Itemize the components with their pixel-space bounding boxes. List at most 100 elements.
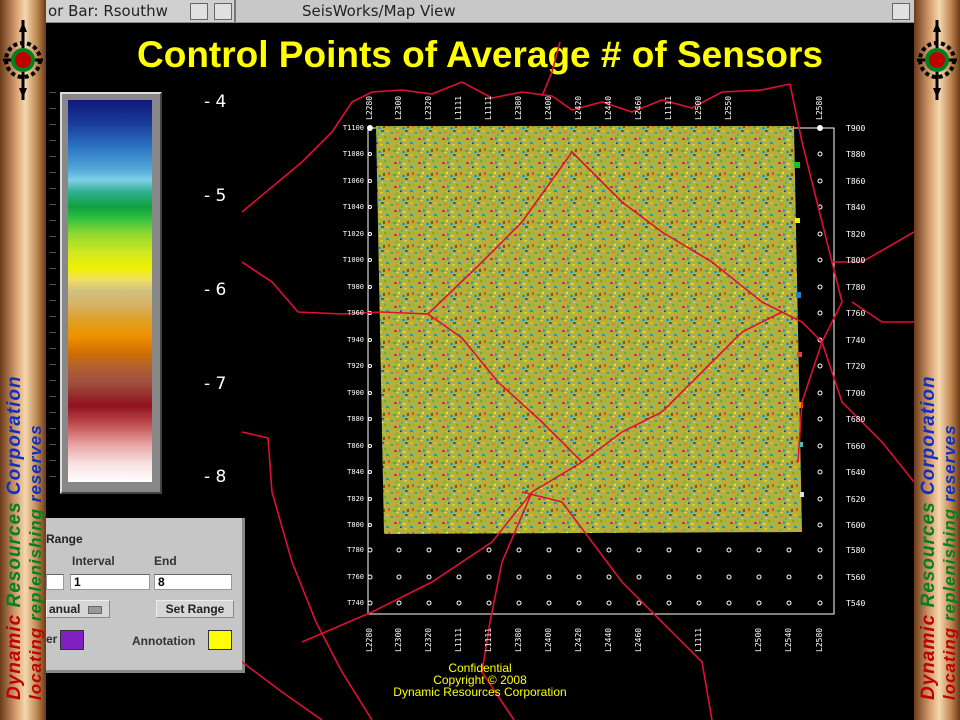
left-trace-label: T980	[347, 283, 364, 291]
top-line-label: L2550	[724, 96, 733, 120]
bottom-line-label: L2280	[365, 628, 374, 652]
top-line-label: L2380	[514, 96, 523, 120]
bottom-line-label: L2320	[424, 628, 433, 652]
interval-field[interactable]: 1	[70, 574, 150, 590]
end-field[interactable]: 8	[154, 574, 232, 590]
top-line-label: L2300	[394, 96, 403, 120]
top-axis-labels: L2280 L2300 L2320 L1111 L1111 L2380 L240…	[365, 96, 824, 120]
right-trace-label: T840	[846, 203, 865, 212]
colorbar-tick-label: - 6	[204, 280, 227, 300]
dropdown-indicator-icon	[87, 605, 102, 614]
top-line-label: L2420	[574, 96, 583, 120]
bottom-line-label: L2400	[544, 628, 553, 652]
range-mode-value: anual	[49, 602, 81, 616]
company-name-vertical: Dynamic Resources Corporation	[4, 375, 25, 700]
sensor-attribute-map	[376, 126, 802, 534]
left-trace-label: T760	[347, 573, 364, 581]
right-axis-labels: T900 T880 T860 T840 T820 T800 T780 T760 …	[846, 124, 865, 608]
slide-title: Control Points of Average # of Sensors	[137, 34, 823, 75]
colorbar-minor-ticks	[50, 92, 56, 492]
top-line-label: L2400	[544, 96, 553, 120]
right-trace-label: T900	[846, 124, 865, 133]
colorbar-tick-label: - 7	[204, 374, 227, 394]
window-close-button[interactable]	[892, 3, 910, 20]
start-field[interactable]	[46, 574, 64, 590]
left-trace-label: T1040	[343, 203, 364, 211]
annotation-color-swatch[interactable]	[208, 630, 232, 650]
bottom-line-label: L2440	[604, 628, 613, 652]
right-trace-label: T800	[846, 256, 865, 265]
right-branding-strip: Dynamic Resources Corporation locating r…	[914, 0, 960, 720]
left-trace-label: T800	[347, 521, 364, 529]
window-menu-button[interactable]	[190, 3, 208, 20]
control-point-grid	[367, 125, 823, 606]
bottom-line-label: L2500	[754, 628, 763, 652]
right-trace-label: T640	[846, 468, 865, 477]
colorbar-tick-label: - 8	[204, 467, 227, 487]
end-label: End	[154, 554, 177, 568]
right-trace-label: T680	[846, 415, 865, 424]
colorbar	[60, 92, 162, 494]
right-trace-label: T580	[846, 546, 865, 555]
color-swatch[interactable]	[60, 630, 84, 650]
left-trace-label: T1000	[343, 256, 364, 264]
left-trace-label: T780	[347, 546, 364, 554]
top-line-label: L2460	[634, 96, 643, 120]
left-trace-label: T1080	[343, 150, 364, 158]
target-logo-icon	[3, 20, 43, 100]
color-bar-window-title: or Bar: Rsouthw	[48, 2, 168, 20]
bottom-line-label: L1111	[454, 628, 463, 652]
bottom-line-label: L2580	[815, 628, 824, 652]
right-trace-label: T780	[846, 283, 865, 292]
top-line-label: L2440	[604, 96, 613, 120]
range-panel: Range Interval End 1 8 anual Set Range e…	[46, 518, 245, 673]
colorbar-tick-label: - 5	[204, 186, 227, 206]
confidential-notice: Confidential	[448, 661, 512, 675]
copyright-footer: Confidential Copyright © 2008 Dynamic Re…	[340, 662, 620, 698]
left-trace-label: T900	[347, 389, 364, 397]
left-axis-labels: T1100 T1080 T1060 T1040 T1020 T1000 T980…	[343, 124, 364, 607]
left-trace-label: T880	[347, 415, 364, 423]
map-view-window-title: SeisWorks/Map View	[302, 2, 456, 20]
map-view-window-titlebar[interactable]: SeisWorks/Map View	[246, 0, 914, 22]
bottom-line-label: L2380	[514, 628, 523, 652]
range-mode-dropdown[interactable]: anual	[46, 600, 110, 618]
colorbar-gradient	[68, 100, 152, 482]
top-line-label: L1111	[664, 96, 673, 120]
top-line-label: L1111	[484, 96, 493, 120]
color-bar-window-titlebar[interactable]: or Bar: Rsouthw	[46, 0, 236, 22]
left-trace-label: T860	[347, 442, 364, 450]
bottom-line-label: L2540	[784, 628, 793, 652]
bottom-line-label: L2460	[634, 628, 643, 652]
colorbar-tick-label: - 4	[204, 92, 227, 112]
right-trace-label: T600	[846, 521, 865, 530]
target-logo-icon	[917, 20, 957, 100]
bottom-line-label: L2420	[574, 628, 583, 652]
company-line: Dynamic Resources Corporation	[393, 685, 567, 699]
right-trace-label: T880	[846, 150, 865, 159]
right-trace-label: T760	[846, 309, 865, 318]
map-view[interactable]: L2280 L2300 L2320 L1111 L1111 L2380 L240…	[242, 22, 914, 720]
right-trace-label: T860	[846, 177, 865, 186]
left-branding-strip: Dynamic Resources Corporation locating r…	[0, 0, 46, 720]
right-trace-label: T540	[846, 599, 865, 608]
left-trace-label: T1100	[343, 124, 364, 132]
left-trace-label: T1060	[343, 177, 364, 185]
county-boundaries	[242, 41, 914, 720]
right-trace-label: T720	[846, 362, 865, 371]
right-trace-label: T560	[846, 573, 865, 582]
interval-label: Interval	[72, 554, 115, 568]
set-range-button[interactable]: Set Range	[156, 600, 234, 618]
left-trace-label: T940	[347, 336, 364, 344]
left-trace-label: T840	[347, 468, 364, 476]
top-line-label: L2320	[424, 96, 433, 120]
bottom-line-label: L1111	[484, 628, 493, 652]
window-titlebar: or Bar: Rsouthw SeisWorks/Map View	[46, 0, 914, 23]
bottom-line-label: L2300	[394, 628, 403, 652]
window-maximize-button[interactable]	[214, 3, 232, 20]
left-trace-label: T740	[347, 599, 364, 607]
right-trace-label: T820	[846, 230, 865, 239]
right-edge-color-fringe	[794, 162, 804, 497]
color-label: er	[46, 632, 58, 646]
company-name-vertical: Dynamic Resources Corporation	[918, 375, 939, 700]
